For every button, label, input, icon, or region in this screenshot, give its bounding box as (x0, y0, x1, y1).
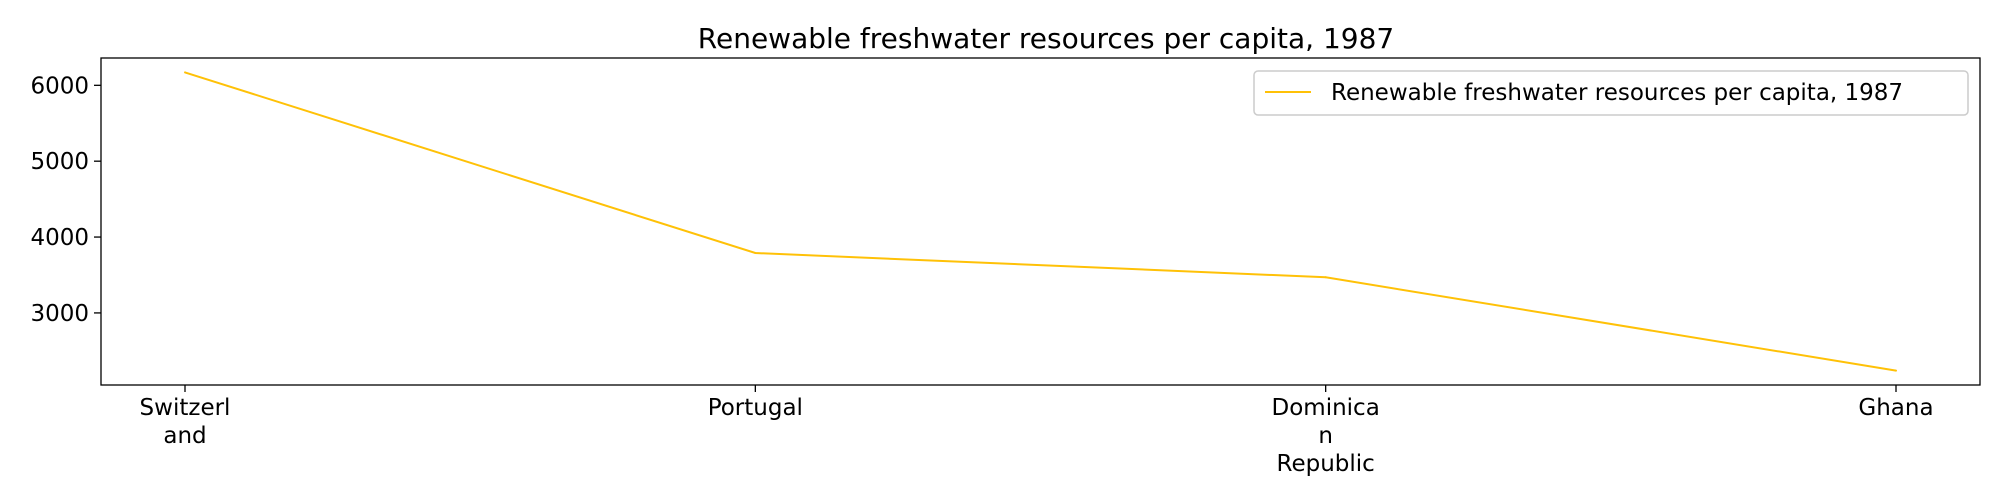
chart-title: Renewable freshwater resources per capit… (698, 22, 1394, 55)
x-axis: Switzerl and Portugal Dominica n Republic Ghan… (140, 385, 1934, 477)
legend: Renewable freshwater resources per capit… (1253, 70, 1969, 116)
y-axis: 3000 4000 5000 6000 (30, 73, 101, 327)
legend-frame (1253, 70, 1969, 116)
y-tick-label: 4000 (30, 225, 89, 251)
data-point (184, 71, 186, 74)
x-tick-label: Dominica n Republic (1272, 395, 1380, 477)
series-line (184, 71, 1897, 372)
plot-area (100, 57, 1981, 386)
data-point (754, 251, 757, 254)
data-point (1324, 276, 1327, 279)
legend-label: Renewable freshwater resources per capit… (1331, 80, 1903, 106)
y-tick-label: 3000 (30, 301, 89, 327)
plot-frame (100, 57, 1981, 386)
x-tick-label: Switzerl and (140, 395, 231, 449)
data-point (1895, 369, 1897, 372)
x-tick-label: Ghana (1858, 395, 1933, 421)
series-layer (184, 71, 1897, 372)
y-tick-label: 6000 (30, 73, 89, 99)
x-tick-label: Portugal (708, 395, 803, 421)
y-tick-label: 5000 (30, 149, 89, 175)
